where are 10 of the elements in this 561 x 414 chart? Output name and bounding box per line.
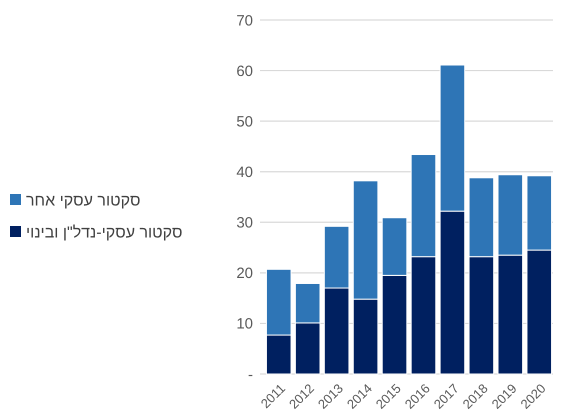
y-tick-label: 20 (236, 265, 253, 282)
y-tick-label: 40 (236, 164, 253, 181)
y-tick-label: 70 (236, 12, 253, 30)
y-tick-label: 10 (236, 316, 253, 333)
y-tick-label: 60 (236, 62, 253, 80)
legend-label: סקטור עסקי אחר (26, 192, 140, 210)
y-tick-label: 50 (236, 113, 253, 130)
y-tick-label: - (248, 366, 253, 384)
y-tick-label: 30 (236, 214, 253, 232)
legend-label: סקטור עסקי-נדל"ן ובינוי (26, 224, 183, 242)
